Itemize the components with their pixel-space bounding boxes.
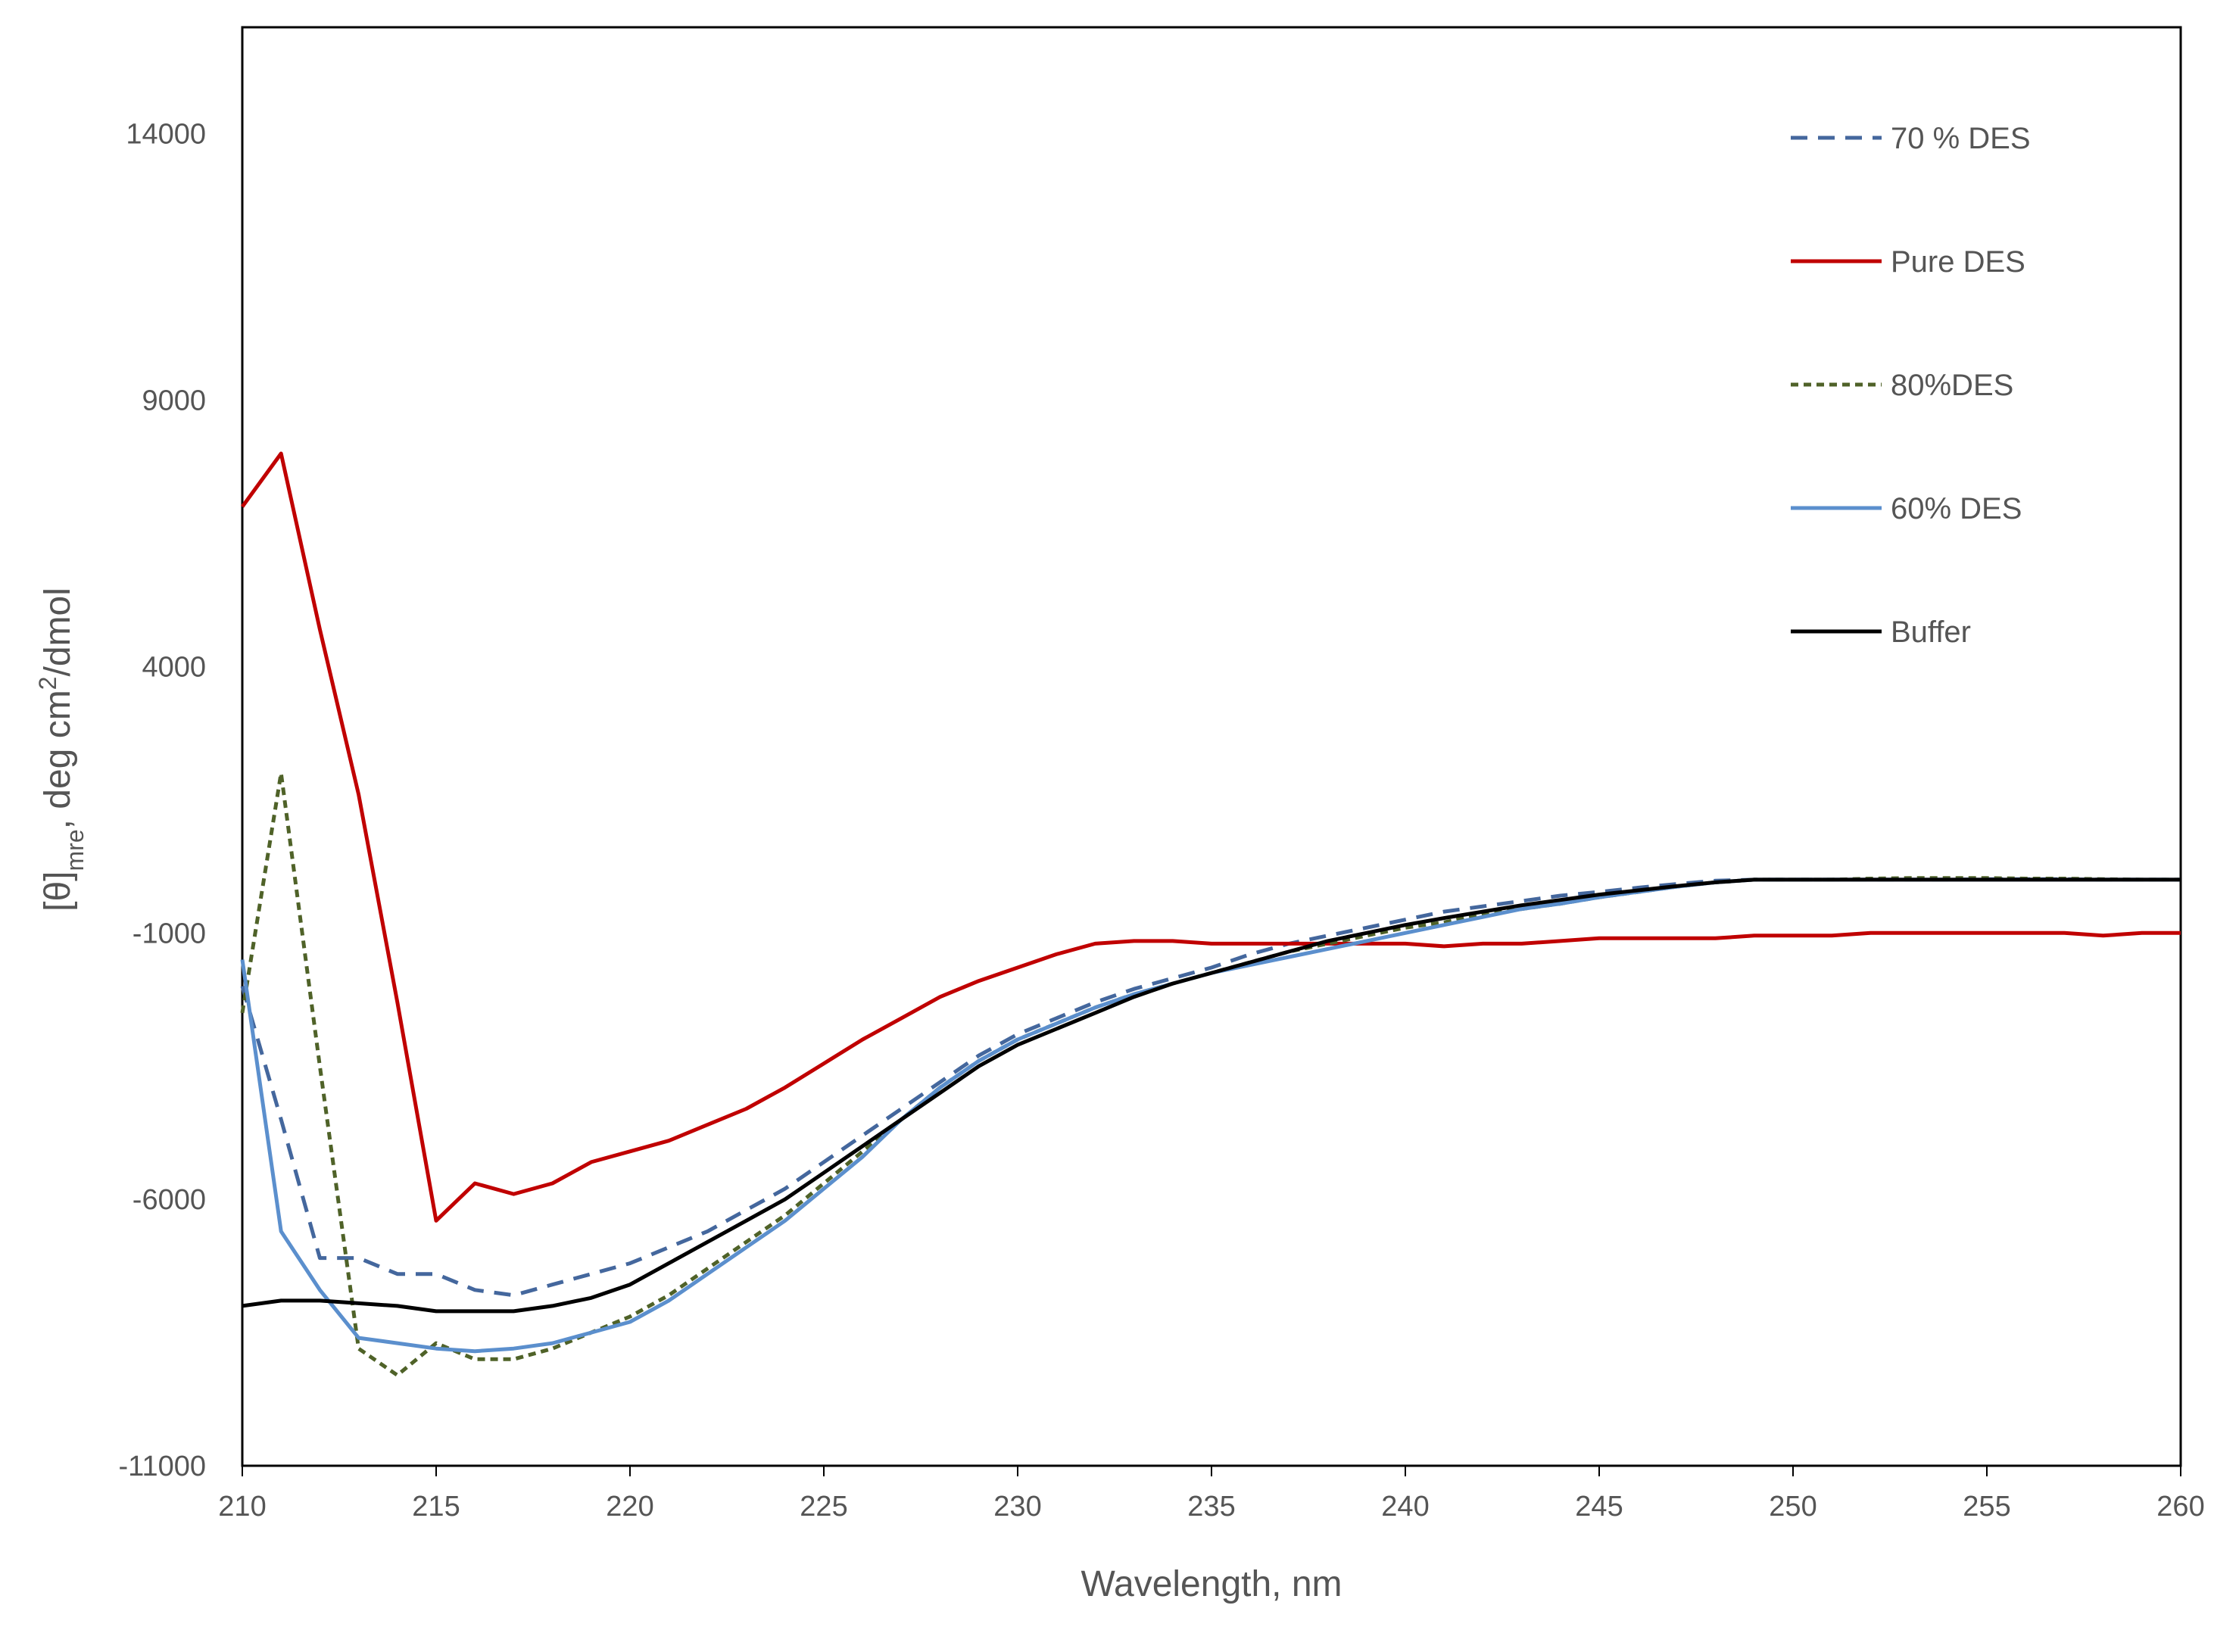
x-tick-label: 215 xyxy=(412,1491,460,1523)
legend-label: 70 % DES xyxy=(1891,122,2031,155)
x-tick-label: 245 xyxy=(1575,1491,1623,1523)
y-tick-labels: 14000 9000 4000 -1000 -6000 -11000 xyxy=(118,119,206,1482)
x-tick-label: 220 xyxy=(606,1491,653,1523)
y-tick-label: 9000 xyxy=(142,385,206,417)
legend: 70 % DES Pure DES 80%DES 60% DES Buffer xyxy=(1791,122,2031,649)
x-tick-label: 230 xyxy=(993,1491,1041,1523)
x-axis-title: Wavelength, nm xyxy=(1081,1564,1342,1604)
y-tick-label: -1000 xyxy=(133,918,206,949)
legend-label: 60% DES xyxy=(1891,492,2022,525)
series-layer xyxy=(240,451,2181,1377)
x-tick-label: 240 xyxy=(1381,1491,1429,1523)
y-tick-label: 14000 xyxy=(126,119,206,151)
x-tick-label: 225 xyxy=(800,1491,847,1523)
y-axis-title: [θ]mre, deg cm2/dmol xyxy=(34,588,89,912)
y-tick-label: -6000 xyxy=(133,1184,206,1216)
x-tick-label: 210 xyxy=(218,1491,266,1523)
series-line-4 xyxy=(242,877,2181,1314)
x-tick-label: 250 xyxy=(1769,1491,1816,1523)
series-line-1 xyxy=(240,451,2181,1223)
y-tick-label: 4000 xyxy=(142,651,206,683)
y-tick-label: -11000 xyxy=(118,1451,206,1482)
x-tick-label: 260 xyxy=(2156,1491,2204,1523)
plot-area xyxy=(241,26,2182,1467)
legend-label: 80%DES xyxy=(1891,369,2013,402)
x-tick-label: 255 xyxy=(1963,1491,2010,1523)
x-tick-label: 235 xyxy=(1187,1491,1235,1523)
legend-label: Pure DES xyxy=(1891,245,2025,279)
legend-label: Buffer xyxy=(1891,616,1971,649)
x-tick-labels: 210 215 220 225 230 235 240 245 250 255 260 xyxy=(218,1466,2205,1523)
